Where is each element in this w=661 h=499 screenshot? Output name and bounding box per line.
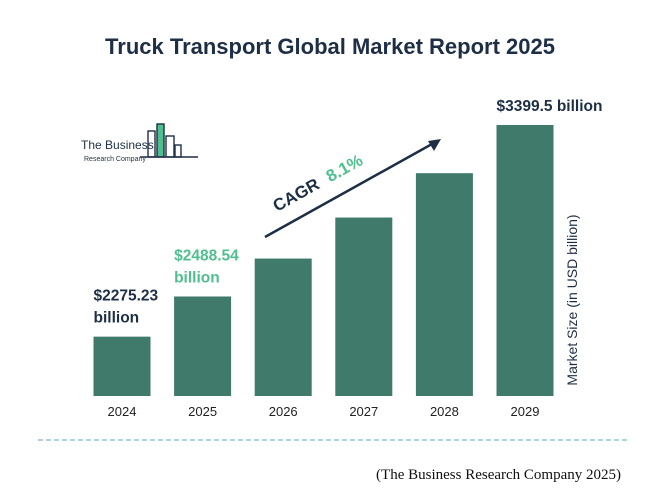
bar-2026: [254, 258, 312, 396]
chart-title: Truck Transport Global Market Report 202…: [105, 34, 555, 59]
x-tick-label: 2026: [269, 404, 298, 419]
bar-2029: [496, 125, 554, 396]
y-axis-label: Market Size (in USD billion): [564, 214, 580, 385]
data-label-line: billion: [94, 310, 140, 327]
x-tick-label: 2027: [349, 404, 378, 419]
source-text: (The Business Research Company 2025): [376, 467, 621, 483]
bar-2024: [93, 336, 151, 396]
x-tick-labels: 2024 2025 2026 2027 2028 2029: [108, 404, 540, 419]
logo-line1: The Business: [81, 138, 154, 152]
x-tick-label: 2024: [108, 404, 137, 419]
bars-group: [93, 125, 554, 396]
x-tick-label: 2029: [511, 404, 540, 419]
data-label-line: $2275.23: [94, 288, 159, 305]
data-label-2025: $2488.54 billion: [174, 247, 239, 286]
building-bars-logo-icon: [140, 123, 198, 158]
cagr-value: 8.1%: [323, 151, 366, 186]
bar-2025: [174, 296, 232, 396]
bar-2027: [335, 217, 393, 396]
bar-2028: [415, 173, 473, 396]
x-tick-label: 2028: [430, 404, 459, 419]
company-logo: The Business Research Company: [81, 123, 198, 163]
data-label-2024: $2275.23 billion: [94, 288, 159, 327]
logo-line2: Research Company: [84, 156, 146, 163]
cagr-arrowhead-icon: [428, 139, 441, 151]
x-tick-label: 2025: [188, 404, 217, 419]
data-label-2029: $3399.5 billion: [497, 98, 603, 115]
cagr-arrow-line: [264, 142, 433, 239]
data-labels: $2275.23 billion $2488.54 billion $3399.5 bi…: [94, 98, 603, 327]
data-label-line: billion: [174, 269, 220, 286]
data-label-line: $3399.5 billion: [497, 98, 603, 115]
cagr-text: CAGR 8.1%: [270, 151, 366, 216]
data-label-line: $2488.54: [174, 247, 239, 264]
